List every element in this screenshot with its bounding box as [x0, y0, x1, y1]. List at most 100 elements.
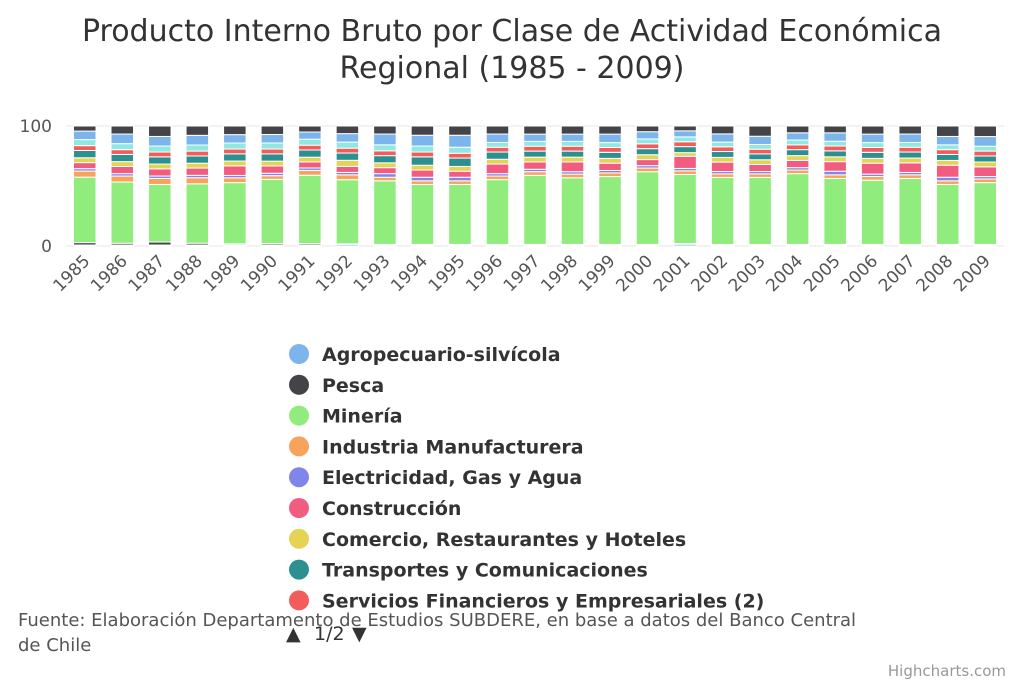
bar-segment-2009-s6[interactable]: [973, 161, 997, 168]
bar-segment-1995-s11[interactable]: [448, 125, 472, 136]
bar-segment-2009-s7[interactable]: [973, 155, 997, 163]
bar-segment-2008-s8[interactable]: [935, 149, 960, 155]
bar-segment-1999-s5[interactable]: [598, 162, 622, 171]
bar-segment-2005-s6[interactable]: [823, 156, 847, 163]
bar-segment-1998-s3[interactable]: [560, 173, 585, 179]
bar-segment-1997-s6[interactable]: [523, 156, 547, 163]
bar-segment-1992-s8[interactable]: [335, 147, 360, 154]
bar-segment-2009-s5[interactable]: [973, 166, 997, 178]
bar-segment-1986-s8[interactable]: [110, 149, 135, 155]
bar-segment-2002-s11[interactable]: [710, 125, 735, 135]
bar-segment-1999-s2[interactable]: [598, 176, 622, 245]
bar-segment-1998-s8[interactable]: [560, 145, 585, 152]
bar-segment-1987-s7[interactable]: [148, 156, 172, 165]
bar-segment-2000-s2[interactable]: [635, 171, 660, 245]
bar-segment-2009-s8[interactable]: [973, 150, 997, 157]
bar-segment-1992-s11[interactable]: [335, 125, 360, 135]
bar-segment-1985-s5[interactable]: [73, 162, 97, 170]
bar-segment-1991-s5[interactable]: [298, 161, 322, 169]
bar-segment-1990-s6[interactable]: [260, 160, 285, 167]
bar-segment-1985-s8[interactable]: [73, 145, 97, 151]
bar-segment-1997-s9[interactable]: [523, 140, 547, 147]
bar-segment-1993-s4[interactable]: [373, 173, 397, 178]
bar-segment-2008-s2[interactable]: [935, 183, 960, 245]
bar-segment-2005-s9[interactable]: [823, 140, 847, 147]
bar-segment-1986-s7[interactable]: [110, 153, 135, 163]
bar-segment-1989-s9[interactable]: [223, 142, 247, 150]
bar-segment-1992-s9[interactable]: [335, 141, 360, 149]
bar-segment-1990-s8[interactable]: [260, 148, 285, 155]
bar-segment-1998-s7[interactable]: [560, 150, 585, 158]
legend-page-down-arrow[interactable]: ▼: [352, 623, 367, 645]
bar-segment-1985-s6[interactable]: [73, 157, 97, 164]
bar-segment-2003-s11[interactable]: [748, 125, 772, 137]
bar-segment-1998-s6[interactable]: [560, 156, 585, 163]
bar-segment-2009-s3[interactable]: [973, 178, 997, 184]
bar-segment-1997-s11[interactable]: [523, 125, 547, 135]
bar-segment-1998-s10[interactable]: [560, 133, 585, 142]
bar-segment-2003-s2[interactable]: [748, 176, 772, 245]
legend-page-up-arrow[interactable]: ▲: [286, 623, 301, 645]
bar-segment-2002-s7[interactable]: [710, 151, 735, 158]
bar-segment-2007-s7[interactable]: [898, 151, 922, 159]
bar-segment-2003-s10[interactable]: [748, 135, 772, 145]
credits-link[interactable]: Highcharts.com: [888, 662, 1006, 680]
bar-segment-1994-s7[interactable]: [410, 156, 435, 166]
bar-segment-2005-s4[interactable]: [823, 170, 847, 176]
bar-segment-1990-s10[interactable]: [260, 133, 285, 144]
bar-segment-1989-s8[interactable]: [223, 148, 247, 155]
bar-segment-2008-s11[interactable]: [935, 125, 960, 137]
bar-segment-1992-s7[interactable]: [335, 152, 360, 161]
bar-segment-2000-s9[interactable]: [635, 138, 660, 145]
bar-segment-2004-s7[interactable]: [785, 149, 810, 157]
bar-segment-1994-s5[interactable]: [410, 169, 435, 178]
bar-segment-1991-s6[interactable]: [298, 156, 322, 163]
bar-segment-2001-s2[interactable]: [673, 173, 697, 245]
bar-segment-2008-s4[interactable]: [935, 176, 960, 182]
bar-segment-2007-s5[interactable]: [898, 162, 922, 173]
bar-segment-1988-s7[interactable]: [185, 155, 210, 164]
bar-segment-1993-s5[interactable]: [373, 167, 397, 175]
bar-segment-2006-s3[interactable]: [860, 176, 885, 181]
bar-segment-1991-s11[interactable]: [298, 125, 322, 133]
bar-segment-1985-s2[interactable]: [73, 176, 97, 244]
bar-segment-1985-s11[interactable]: [73, 125, 97, 132]
bar-segment-1995-s9[interactable]: [448, 146, 472, 154]
bar-segment-2008-s3[interactable]: [935, 180, 960, 185]
bar-segment-1998-s5[interactable]: [560, 161, 585, 173]
bar-segment-1998-s11[interactable]: [560, 125, 585, 135]
bar-segment-1996-s7[interactable]: [485, 151, 510, 160]
bar-segment-1988-s10[interactable]: [185, 134, 210, 146]
bar-segment-1986-s11[interactable]: [110, 125, 135, 135]
bar-segment-1999-s8[interactable]: [598, 146, 622, 153]
bar-segment-2006-s8[interactable]: [860, 146, 885, 153]
bar-segment-2006-s2[interactable]: [860, 179, 885, 245]
bar-segment-1990-s11[interactable]: [260, 125, 285, 135]
bar-segment-1996-s5[interactable]: [485, 163, 510, 175]
bar-segment-2005-s11[interactable]: [823, 125, 847, 134]
bar-segment-2009-s11[interactable]: [973, 125, 997, 138]
bar-segment-2004-s3[interactable]: [785, 169, 810, 175]
bar-segment-2008-s10[interactable]: [935, 135, 960, 146]
bar-segment-1994-s10[interactable]: [410, 134, 435, 147]
bar-segment-1994-s6[interactable]: [410, 164, 435, 171]
bar-segment-1987-s11[interactable]: [148, 125, 172, 137]
bar-segment-2005-s7[interactable]: [823, 150, 847, 158]
bar-segment-1993-s10[interactable]: [373, 133, 397, 146]
bar-segment-2002-s8[interactable]: [710, 146, 735, 153]
bar-segment-1991-s9[interactable]: [298, 138, 322, 146]
plot-area[interactable]: [73, 125, 997, 247]
bar-segment-2007-s8[interactable]: [898, 146, 922, 153]
bar-segment-1992-s6[interactable]: [335, 159, 360, 167]
bar-segment-2004-s11[interactable]: [785, 125, 810, 134]
bar-segment-1988-s6[interactable]: [185, 162, 210, 169]
bar-segment-2004-s6[interactable]: [785, 155, 810, 161]
bar-segment-2006-s7[interactable]: [860, 151, 885, 159]
bar-segment-1994-s11[interactable]: [410, 125, 435, 136]
bar-segment-1987-s9[interactable]: [148, 145, 172, 153]
bar-segment-1997-s3[interactable]: [523, 171, 547, 176]
bar-segment-1995-s7[interactable]: [448, 157, 472, 167]
bar-segment-1985-s10[interactable]: [73, 130, 97, 141]
bar-segment-1996-s6[interactable]: [485, 158, 510, 165]
bar-segment-1997-s5[interactable]: [523, 161, 547, 170]
